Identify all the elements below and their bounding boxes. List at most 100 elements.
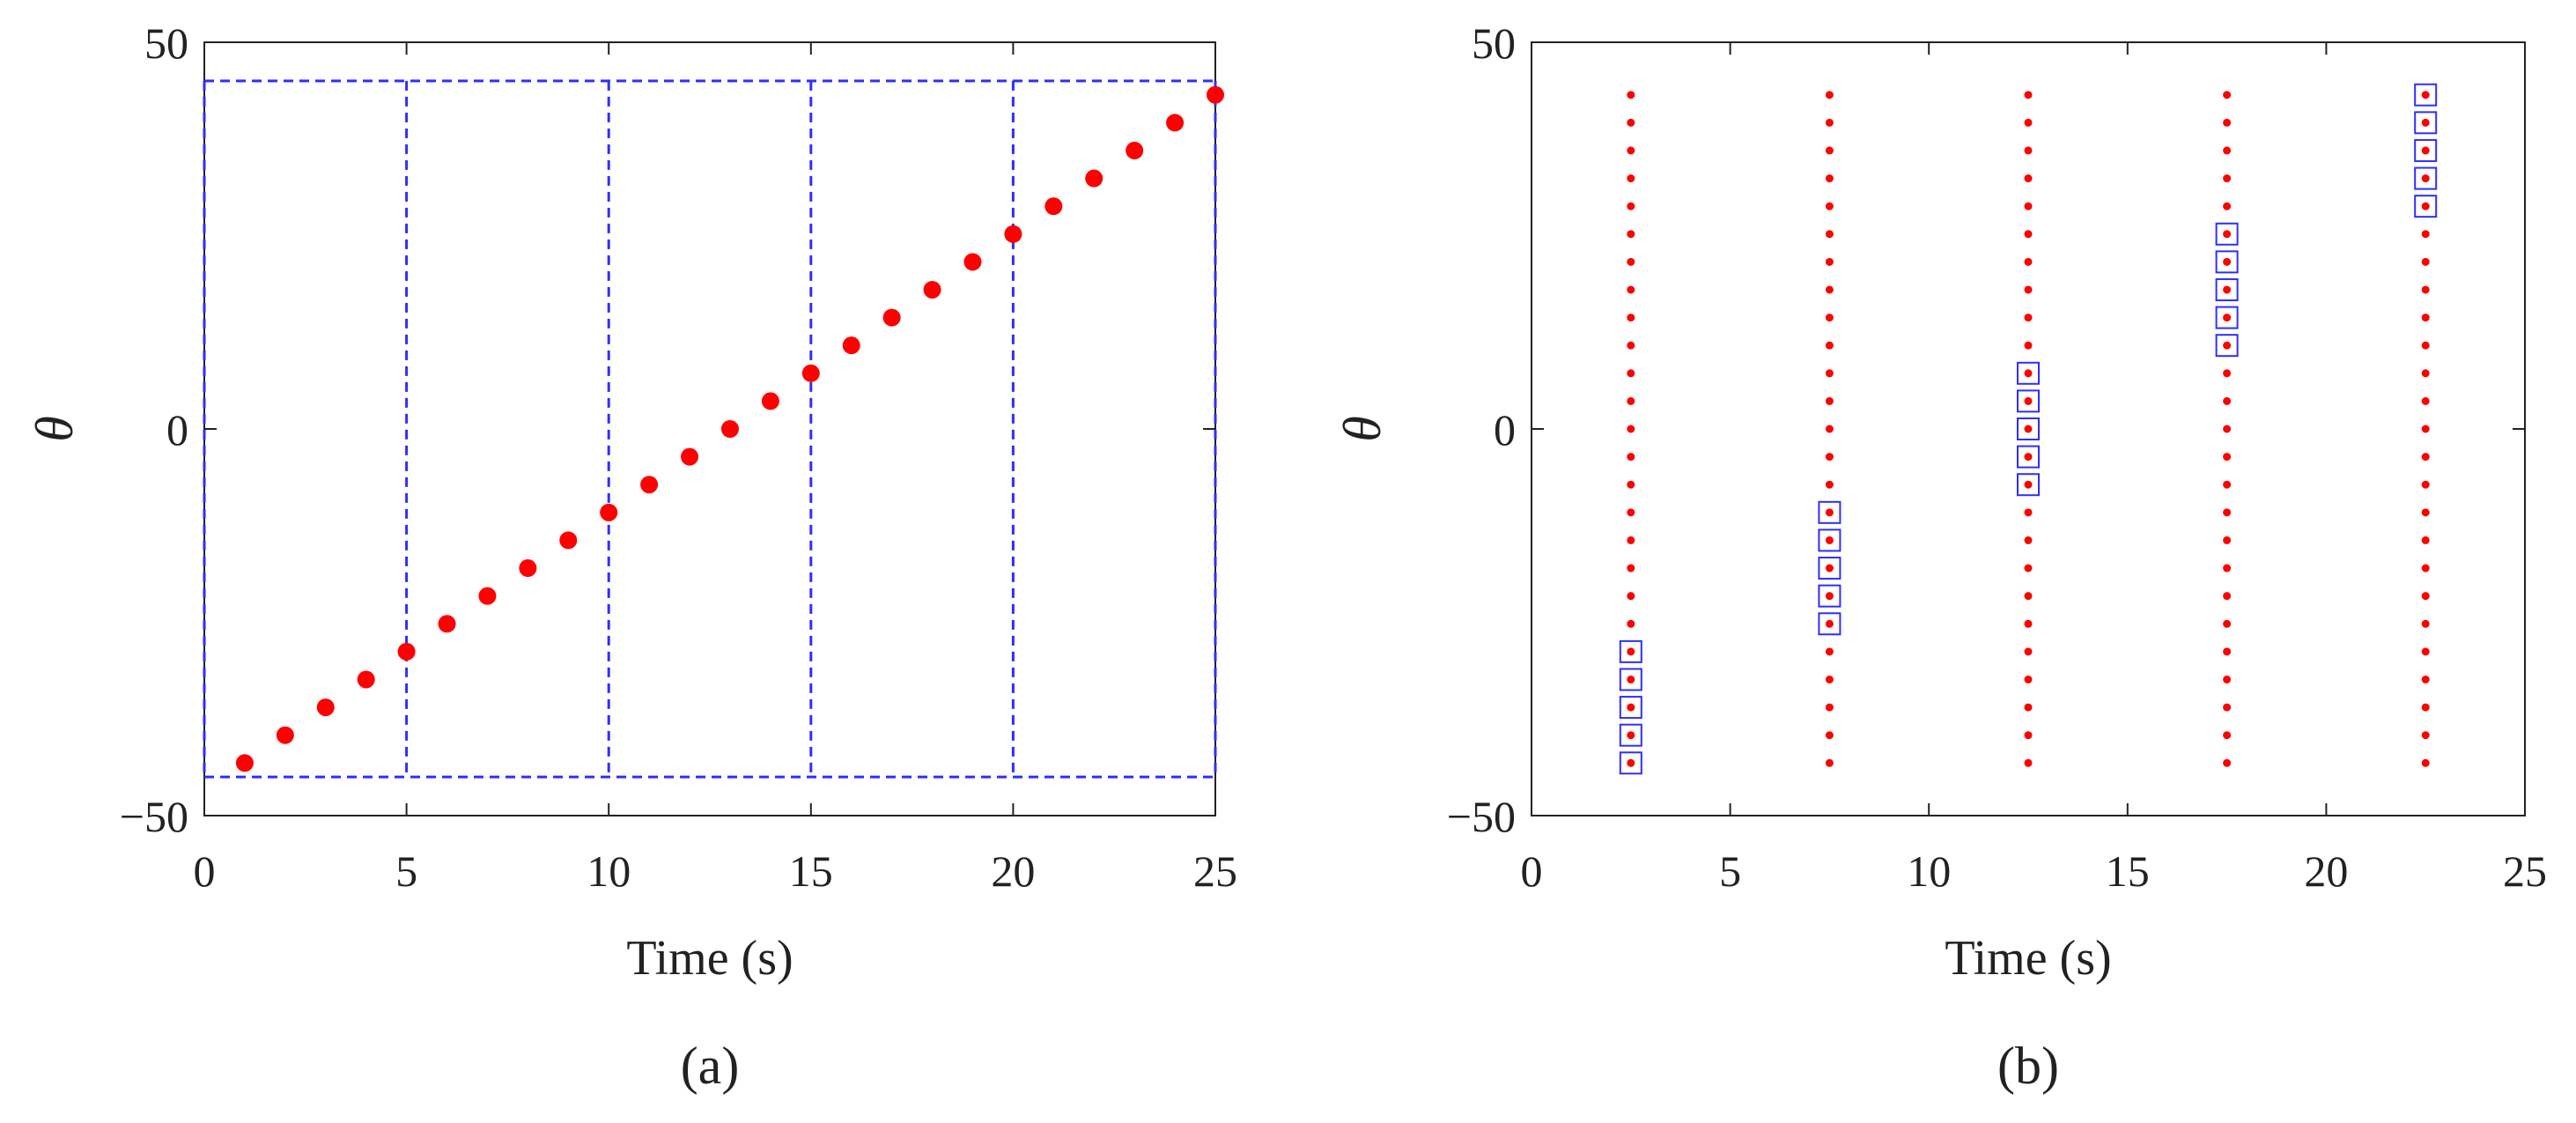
panel-b-grid-point [2024,675,2033,683]
panel-b-ytick-label: −50 [1447,792,1516,841]
panel-b-grid-point [2024,508,2033,517]
panel-b-grid-point [2421,174,2430,183]
panel-b-grid-point [2421,480,2430,489]
panel-b-grid-point [2223,202,2232,211]
panel-b-grid-point [1825,675,1834,683]
panel-b-grid-point [1627,396,1635,405]
panel-b-grid-point [1825,91,1834,100]
panel-b-grid-point [2024,536,2033,544]
panel-b-grid-point [1825,536,1834,544]
panel-a-xtick-label: 20 [991,846,1035,896]
panel-b-grid-point [1627,647,1635,656]
panel-b-selection-box [2414,83,2438,107]
panel-b-selection-box [1619,639,1642,663]
panel-b-xtick-label: 10 [1907,846,1951,896]
panel-b-grid-point [2421,619,2430,628]
panel-b-selection-box [2017,445,2040,469]
panel-a-data-point [559,531,578,550]
panel-b-grid-point [2421,731,2430,740]
panel-a-xtick-label: 5 [395,846,417,896]
panel-b-grid-point [1825,619,1834,628]
panel-b-selection-box [2414,111,2438,135]
panel-b-grid-point [2024,731,2033,740]
panel-b-grid-point [2223,731,2232,740]
panel-a-points [235,85,1224,772]
panel-b-grid-point [2223,314,2232,322]
panel-b-grid-point [2024,257,2033,266]
panel-b-grid-point [2421,146,2430,155]
panel-b-selection-box [1619,668,1642,691]
panel-a-label: (a) [681,1037,740,1095]
panel-b-grid-point [2421,647,2430,656]
panel-a-data-point [640,476,659,494]
panel-b-ylabel: θ [1333,416,1391,441]
panel-b-grid-point [1825,453,1834,462]
panel-b-grid-point [2024,341,2033,350]
panel-b-grid-point [2421,396,2430,405]
panel-b-grid-point [2024,619,2033,628]
panel-b-grid-point [1627,369,1635,378]
panel-b-grid-point [2421,369,2430,378]
panel-a-ytick-label: 50 [144,18,188,68]
panel-a-data-point [397,642,416,661]
panel-b-grid-point [2223,230,2232,239]
panel-b-grid-point [1825,703,1834,712]
panel-b-grid-point [2223,647,2232,656]
panel-b-grid-point [1627,230,1635,239]
panel-b-grid-point [2024,285,2033,294]
panel-b-grid-point [2223,453,2232,462]
panel-b-xlabel: Time (s) [1945,931,2111,986]
panel-b-grid-point [1627,731,1635,740]
panel-b-grid-point [2421,675,2430,683]
panel-b-ticks [1531,41,2526,816]
panel-b-selection-box [2215,222,2239,246]
panel-b-grid-point [2024,564,2033,573]
panel-a-data-point [316,698,335,717]
panel-a-xtick-labels: 0 5 10 15 20 25 [194,846,1238,896]
panel-b-boxes [1619,83,2438,775]
panel-b-grid-point [2024,703,2033,712]
panel-b-grid-point [2223,480,2232,489]
panel-a-xlabel: Time (s) [626,931,793,986]
panel-a-ytick-labels: 50 0 −50 [120,18,188,841]
panel-a-data-point [1004,225,1022,243]
panel-b-grid-point [2421,425,2430,433]
panel-b-grid-point [1627,703,1635,712]
panel-b-grid-point [1825,341,1834,350]
panel-b-grid-point [2223,675,2232,683]
panel-b-grid-point [2223,118,2232,127]
panel-b-selection-box [2215,306,2239,329]
panel-b-grid-point [2421,536,2430,544]
panel-b-grid-point [2223,369,2232,378]
panel-b-grid-point [2223,396,2232,405]
panel-b-grid-point [2421,341,2430,350]
panel-b-grid-point [2024,118,2033,127]
panel-b-xtick-label: 15 [2106,846,2150,896]
panel-b-grid-point [2223,257,2232,266]
panel-a-xtick-label: 10 [587,846,631,896]
panel-a-data-point [519,559,537,578]
panel-b-grid-point [2024,453,2033,462]
panel-b-grid-point [1627,341,1635,350]
panel-b-grid-point [2223,619,2232,628]
panel-b-grid-point [1825,731,1834,740]
panel-b-grid-point [1825,314,1834,322]
panel-b-xtick-label: 5 [1719,846,1741,896]
panel-a-data-point [882,308,901,327]
panel-a-data-point [478,587,497,605]
panel-b-ytick-label: 50 [1472,18,1516,68]
panel-b-grid-point [2223,146,2232,155]
panel-b-grid-point [1627,257,1635,266]
panel-b-grid-point [1825,369,1834,378]
panel-a-data-point [1166,114,1185,132]
panel-a-data-point [923,280,941,299]
panel-b-selection-box [1818,500,1842,524]
panel-b-grid-point [1825,202,1834,211]
panel-b-grid-point [2421,758,2430,767]
panel-b-grid-point [1627,174,1635,183]
panel-b-label: (b) [1997,1037,2059,1095]
panel-b-grid-point [2024,202,2033,211]
panel-b-grid-point [2223,508,2232,517]
panel-b-selection-box [2017,361,2040,385]
panel-b-grid-point [1627,508,1635,517]
